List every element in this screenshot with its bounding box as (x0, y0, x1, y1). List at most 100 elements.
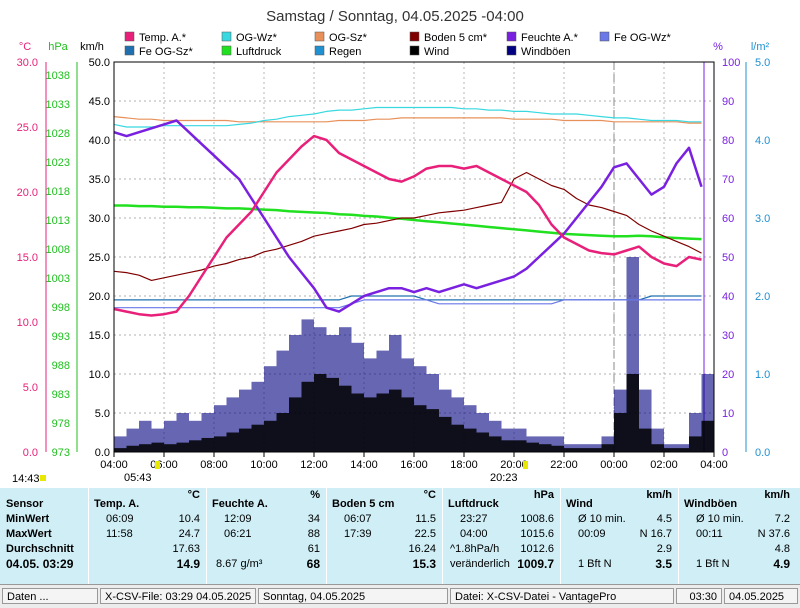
hum-axis-unit: % (713, 41, 723, 53)
wind-bar (389, 389, 402, 452)
gust-avg-value: 4.8 (774, 543, 790, 555)
status-bar: Daten ... X-CSV-File: 03:29 04.05.2025 S… (0, 584, 800, 608)
wind-bar (401, 397, 414, 452)
status-day: Sonntag, 04.05.2025 (258, 588, 448, 604)
wind-bar (126, 445, 139, 452)
temp-min-value: 10.4 (178, 513, 200, 525)
gust-min-label: Ø 10 min. (696, 513, 744, 525)
soil-avg-value: 16.24 (408, 543, 436, 555)
soil-max-time: 17:39 (344, 528, 372, 540)
wind-bar (189, 440, 202, 452)
wind-bar (464, 428, 477, 452)
hum-tick-label: 90 (722, 96, 734, 108)
wind-bar (414, 405, 427, 452)
gust-current-value: 4.9 (773, 557, 790, 571)
current-timestamp: 04.05. 03:29 (6, 557, 74, 571)
press-max-value: 1015.6 (520, 528, 554, 540)
wind-bar (339, 385, 352, 452)
sunset-label: 20:23 (490, 472, 518, 484)
sunrise-left-marker (40, 475, 46, 481)
sensor-header: Sensor (6, 498, 44, 510)
wind-current-value: 3.5 (655, 557, 672, 571)
min-label: MinWert (6, 513, 50, 525)
gust-bft: 1 Bft N (696, 558, 730, 570)
temp-tick-label: 25.0 (17, 122, 38, 134)
legend-label: Temp. A.* (139, 32, 187, 44)
gust-header: Windböen (684, 498, 738, 510)
wind-bar (301, 381, 314, 452)
sunrise-left-label: 14:43 (12, 473, 40, 485)
wind-bar (614, 413, 627, 452)
wind-bar (201, 437, 214, 452)
time-tick-label: 04:00 (100, 459, 128, 471)
gust-bar (176, 413, 189, 452)
status-source: Datei: X-CSV-Datei - VantagePro (450, 588, 674, 604)
legend-swatch (124, 31, 135, 42)
wind-bar (214, 436, 227, 452)
temp-current-value: 14.9 (176, 557, 200, 571)
gust-max-value: N 37.6 (757, 528, 790, 540)
legend-swatch (314, 31, 325, 42)
humidity-column: Feuchte A.% 12:09 34 06:21 88 61 8.67 g/m³… (212, 488, 324, 584)
wind-bar (626, 374, 639, 452)
wind-bar (539, 444, 552, 452)
series-line-boden-5-cm- (113, 171, 702, 281)
wind-bar (314, 374, 327, 452)
series-line-temp-a- (113, 134, 702, 317)
time-tick-label: 10:00 (250, 459, 278, 471)
wind-unit: km/h (646, 489, 672, 501)
legend-label: Feuchte A.* (521, 32, 579, 44)
wind-bar (114, 448, 127, 452)
wind-max-value: N 16.7 (639, 528, 672, 540)
legend-swatch (124, 45, 135, 56)
chart-axes: 30.0 25.0 20.0 15.0 10.0 5.0 0.0 1038 1033 1028 10… (17, 57, 771, 471)
press-trend-rate: ^1.8hPa/h (450, 543, 500, 555)
temp-tick-label: 10.0 (17, 317, 38, 329)
time-tick-label: 04:00 (700, 459, 728, 471)
wind-tick-label: 50.0 (89, 57, 110, 69)
gust-unit: km/h (764, 489, 790, 501)
soil-min-time: 06:07 (344, 513, 372, 525)
wind-bar (601, 444, 614, 452)
temp-unit: °C (187, 489, 200, 501)
rain-tick-label: 4.0 (755, 135, 770, 147)
soil-header: Boden 5 cm (332, 498, 395, 510)
hum-tick-label: 80 (722, 135, 734, 147)
hum-absolute: 8.67 g/m³ (216, 558, 263, 570)
legend-label: Fe OG-Wz* (614, 32, 672, 44)
press-tick-label: 988 (52, 360, 70, 372)
time-tick-label: 12:00 (300, 459, 328, 471)
gust-max-time: 00:11 (696, 528, 723, 540)
rain-tick-label: 5.0 (755, 57, 770, 69)
wind-bar (364, 397, 377, 452)
time-tick-label: 08:00 (200, 459, 228, 471)
wind-bar (639, 428, 652, 452)
temp-min-time: 06:09 (106, 513, 134, 525)
wind-bar (514, 440, 527, 452)
press-avg-value: 1012.6 (520, 543, 554, 555)
wind-bar (564, 448, 577, 452)
wind-bar (264, 420, 277, 452)
soil-current-value: 15.3 (412, 557, 436, 571)
time-tick-label: 00:00 (600, 459, 628, 471)
wind-bar (426, 409, 439, 452)
press-min-time: 23:27 (460, 513, 488, 525)
press-current-value: 1009.7 (517, 557, 554, 571)
time-tick-label: 18:00 (450, 459, 478, 471)
press-tick-label: 998 (52, 302, 70, 314)
rain-tick-label: 3.0 (755, 213, 770, 225)
sunrise-label: 05:43 (124, 472, 152, 484)
legend-swatch (314, 45, 325, 56)
temp-column: Temp. A. °C 06:09 10.4 11:58 24.7 17.63 14.… (94, 488, 204, 584)
series-line-fe-og-wz- (114, 299, 702, 309)
wind-axis-unit: km/h (80, 41, 104, 53)
hum-max-time: 06:21 (224, 528, 252, 540)
wind-bar (576, 448, 589, 452)
press-tick-label: 1023 (46, 157, 70, 169)
press-header: Luftdruck (448, 498, 499, 510)
legend-swatch (221, 31, 232, 42)
wind-column: Wind km/h Ø 10 min. 4.5 00:09 N 16.7 2.9 1 … (566, 488, 676, 584)
status-data-button[interactable]: Daten ... (2, 588, 98, 604)
hum-min-time: 12:09 (224, 513, 252, 525)
wind-bar (689, 436, 702, 452)
